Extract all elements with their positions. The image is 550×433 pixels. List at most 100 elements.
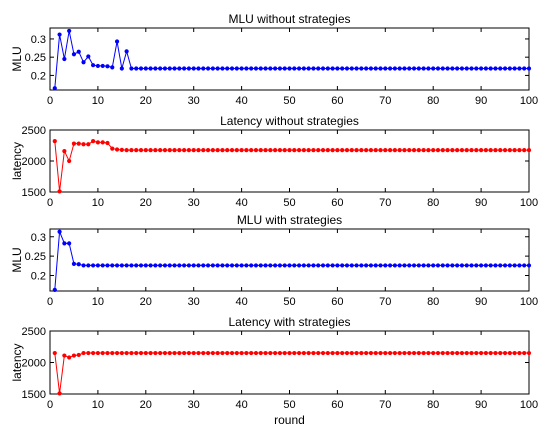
data-point <box>67 158 72 164</box>
data-point <box>502 66 508 71</box>
data-point <box>522 263 527 268</box>
x-tick-label: 90 <box>475 296 487 308</box>
x-tick-label: 80 <box>427 399 439 411</box>
x-tick-label: 100 <box>520 197 538 209</box>
data-point <box>498 66 503 71</box>
data-point <box>383 66 388 71</box>
data-point <box>177 66 182 71</box>
data-point <box>522 350 527 356</box>
data-point <box>493 148 498 153</box>
data-point <box>114 263 120 268</box>
data-point <box>464 66 469 71</box>
series-line <box>54 352 529 394</box>
data-point <box>421 148 426 153</box>
data-point <box>234 263 239 268</box>
data-point <box>364 350 369 356</box>
y-axis-label: MLU <box>10 247 24 272</box>
data-point <box>287 148 292 153</box>
data-point <box>316 66 321 71</box>
data-point <box>373 66 378 71</box>
data-point <box>134 66 139 71</box>
data-point <box>340 263 345 268</box>
chart-panel-4: 0 10 20 30 40 50 60 70 80 90 100 1500 2000 2500 Latenc… <box>10 315 538 427</box>
data-point <box>311 148 316 153</box>
data-point <box>134 148 139 153</box>
data-point <box>196 66 201 71</box>
data-point <box>95 63 100 69</box>
data-point <box>287 263 292 268</box>
data-point <box>517 263 522 268</box>
data-point <box>416 66 421 71</box>
data-point <box>383 263 388 268</box>
y-tick-label: 0.2 <box>31 271 46 283</box>
data-point <box>210 263 215 268</box>
plot-frame <box>49 27 530 91</box>
data-point <box>105 140 110 146</box>
data-point <box>124 263 129 268</box>
data-point <box>205 66 211 71</box>
data-point <box>253 263 259 268</box>
data-point <box>364 263 369 268</box>
data-point <box>320 350 326 356</box>
data-point <box>378 66 383 71</box>
data-point <box>440 350 445 356</box>
data-point <box>81 60 86 65</box>
data-point <box>522 66 527 71</box>
data-point <box>421 350 426 356</box>
data-point <box>205 350 211 356</box>
data-point <box>512 66 517 71</box>
data-point <box>71 141 77 146</box>
data-point <box>359 66 364 71</box>
plot-frame <box>49 228 530 292</box>
data-point <box>311 66 316 71</box>
data-point <box>349 148 354 153</box>
x-tick-label: 80 <box>427 95 439 107</box>
data-point <box>52 287 57 292</box>
data-point <box>167 350 172 356</box>
x-tick-label: 60 <box>331 95 343 107</box>
data-point <box>273 148 278 153</box>
data-point <box>71 261 77 266</box>
data-point <box>402 350 407 356</box>
data-point <box>67 28 72 34</box>
y-tick-label: 2500 <box>22 125 46 137</box>
x-tick-label: 50 <box>283 399 295 411</box>
data-point <box>62 353 67 358</box>
data-point <box>450 66 455 71</box>
data-point <box>517 148 522 153</box>
data-point <box>273 350 278 356</box>
data-point <box>335 263 340 268</box>
data-point <box>205 263 211 268</box>
data-point <box>191 263 196 268</box>
data-point <box>359 263 364 268</box>
data-point <box>196 263 201 268</box>
data-point <box>177 263 182 268</box>
data-point <box>435 148 441 153</box>
data-point <box>153 148 158 153</box>
data-point <box>86 54 91 59</box>
data-point <box>416 148 421 153</box>
data-point <box>435 263 441 268</box>
data-point <box>129 66 134 71</box>
data-point <box>229 66 235 71</box>
data-point <box>210 148 215 153</box>
data-point <box>431 148 436 153</box>
data-point <box>459 66 465 71</box>
data-point <box>91 139 96 144</box>
data-point <box>440 66 445 71</box>
data-point <box>287 350 292 356</box>
data-point <box>440 263 445 268</box>
data-point <box>129 148 134 153</box>
y-tick-label: 2000 <box>22 358 46 370</box>
data-point <box>201 66 206 71</box>
data-point <box>402 66 407 71</box>
data-point <box>320 66 326 71</box>
data-point <box>320 263 326 268</box>
data-point <box>411 148 417 153</box>
data-point <box>263 350 268 356</box>
data-point <box>407 66 412 71</box>
y-tick-label: 0.3 <box>31 232 46 244</box>
chart-title: Latency without strategies <box>220 114 359 128</box>
data-point <box>119 66 124 71</box>
data-point <box>335 148 340 153</box>
